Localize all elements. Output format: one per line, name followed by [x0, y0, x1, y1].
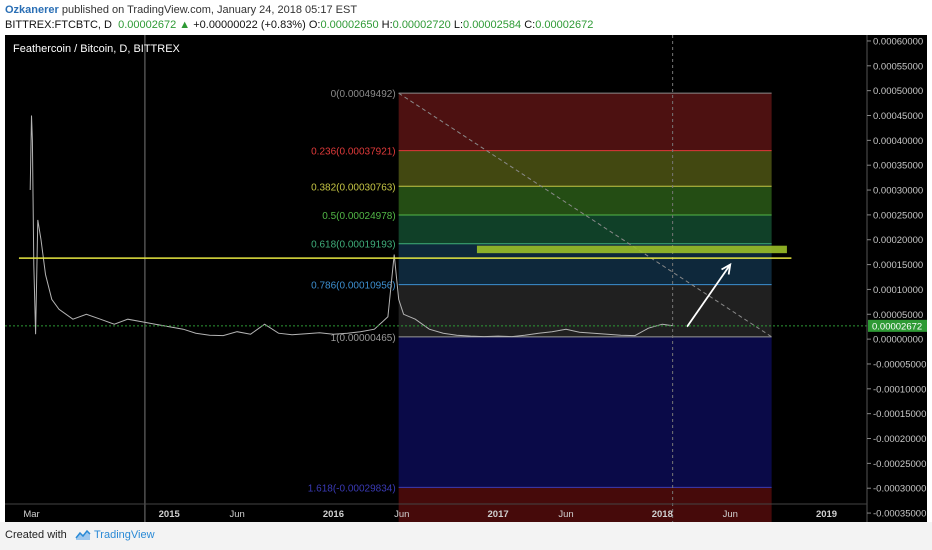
y-tick-label: 0.00025000: [873, 210, 923, 221]
y-tick-label: 0.00015000: [873, 260, 923, 271]
last-price-tag: [868, 319, 927, 332]
y-tick-label: -0.00025000: [873, 459, 926, 470]
published-text: published on TradingView.com, January 24…: [61, 4, 358, 16]
fib-level-label: 0.382(0.00030763): [311, 182, 396, 193]
x-tick-label: 2017: [488, 509, 509, 520]
fib-band: [398, 487, 772, 522]
y-tick-label: 0.00055000: [873, 61, 923, 72]
change-arrow-icon: ▲: [179, 19, 191, 31]
arrow-head-icon: [721, 262, 732, 275]
y-tick-label: 0.00020000: [873, 235, 923, 246]
y-tick-label: -0.00015000: [873, 409, 926, 420]
created-with-text: Created with: [5, 529, 67, 541]
open-value: 0.00002650: [320, 19, 379, 31]
x-tick-label: Jun: [558, 509, 573, 520]
y-tick-label: -0.00035000: [873, 509, 926, 520]
y-tick-label: 0.00045000: [873, 111, 923, 122]
price-chart[interactable]: 0(0.00049492) 0.236(0.00037921) 0.382(0.00…: [5, 35, 927, 522]
fib-level-label: 0.618(0.00019193): [311, 240, 396, 251]
tradingview-brand-link[interactable]: TradingView: [94, 529, 155, 541]
fib-level-label: 1(0.00000465): [331, 333, 396, 344]
y-tick-label: 0.00030000: [873, 186, 923, 197]
tradingview-logo-icon: [75, 529, 91, 540]
y-tick-label: -0.00010000: [873, 384, 926, 395]
x-tick-label: Jun: [394, 509, 409, 520]
fib-band: [398, 215, 772, 244]
fib-level-label: 0(0.00049492): [331, 89, 396, 100]
chart-area[interactable]: 0(0.00049492) 0.236(0.00037921) 0.382(0.00…: [5, 35, 927, 522]
close-value: 0.00002672: [535, 19, 594, 31]
fib-level-label: 0.236(0.00037921): [311, 147, 396, 158]
y-tick-label: 0.00040000: [873, 136, 923, 147]
fib-band: [398, 93, 772, 151]
fib-band: [398, 186, 772, 216]
y-tick-label: 0.00005000: [873, 310, 923, 321]
publish-line: Ozkanerer published on TradingView.com, …: [5, 4, 357, 16]
fib-level-label: 1.618(-0.00029834): [308, 483, 396, 494]
change-value: +0.00000022 (+0.83%): [193, 19, 306, 31]
fib-level-label: 0.786(0.00010956): [311, 281, 396, 292]
x-tick-label: 2016: [323, 509, 344, 520]
fib-band: [398, 336, 772, 488]
y-tick-label: 0.00050000: [873, 86, 923, 97]
x-tick-label: Jun: [723, 509, 738, 520]
arrow-shaft: [686, 264, 731, 328]
high-label: H:: [381, 19, 393, 31]
chart-title: Feathercoin / Bitcoin, D, BITTREX: [13, 43, 180, 55]
target-zone: [476, 245, 787, 254]
low-label: L:: [453, 19, 464, 31]
y-tick-label: 0.00035000: [873, 161, 923, 172]
open-label: O:: [308, 19, 321, 31]
footer: Created with TradingView: [0, 522, 932, 550]
y-tick-label: -0.00020000: [873, 434, 926, 445]
x-tick-label: Jun: [229, 509, 244, 520]
x-tick-label: 2019: [816, 509, 837, 520]
x-tick-label: 2018: [652, 509, 673, 520]
close-label: C:: [524, 19, 536, 31]
low-value: 0.00002584: [463, 19, 522, 31]
price-series-line: [29, 115, 673, 338]
author-link[interactable]: Ozkanerer: [5, 4, 59, 16]
last-price-tag-label: 0.00002672: [872, 321, 922, 332]
y-tick-label: 0.00000000: [873, 335, 923, 346]
fib-level-label: 0.5(0.00024978): [322, 211, 395, 222]
y-tick-label: -0.00005000: [873, 359, 926, 370]
fib-band: [398, 150, 772, 187]
x-tick-label: 2015: [159, 509, 181, 520]
ohlc-line: BITTREX:FTCBTC, D 0.00002672 ▲ +0.000000…: [5, 19, 593, 31]
y-tick-label: 0.00060000: [873, 36, 923, 47]
y-tick-label: -0.00030000: [873, 484, 926, 495]
high-value: 0.00002720: [392, 19, 451, 31]
fib-band: [398, 284, 772, 337]
y-tick-label: 0.00010000: [873, 285, 923, 296]
last-price: 0.00002672: [118, 19, 177, 31]
fib-trend-line: [398, 92, 772, 338]
x-tick-label: Mar: [23, 509, 39, 520]
symbol-label: BITTREX:FTCBTC, D: [5, 19, 112, 31]
